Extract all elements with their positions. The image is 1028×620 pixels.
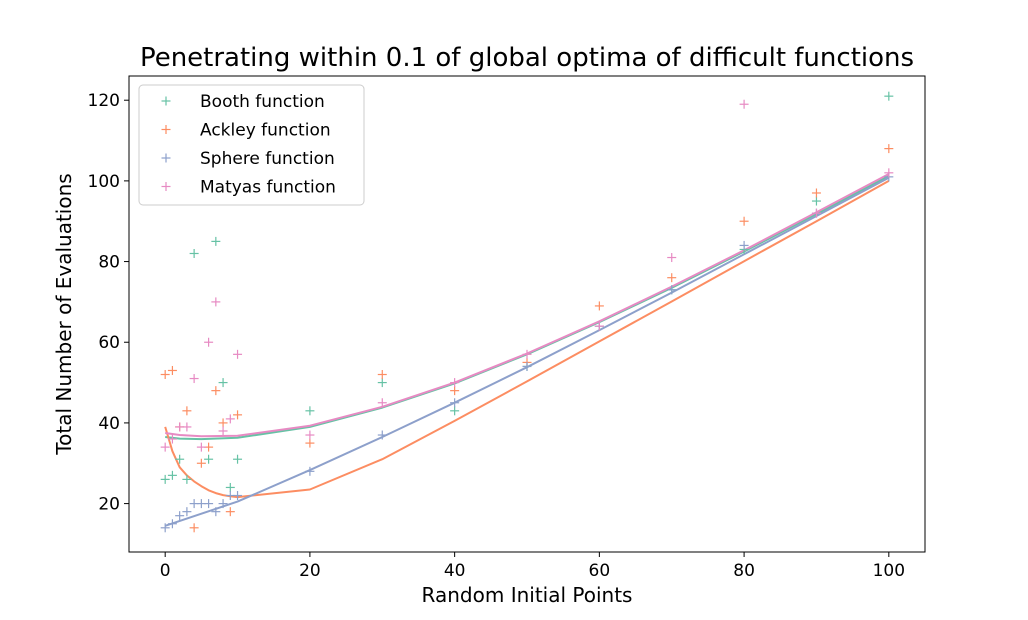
legend-label: Ackley function [200, 121, 331, 141]
x-axis-label: Random Initial Points [422, 583, 633, 607]
data-point [377, 430, 387, 440]
data-point [182, 422, 192, 432]
data-point [182, 507, 192, 517]
data-point [218, 426, 228, 436]
data-point [218, 499, 228, 509]
data-point [204, 454, 214, 464]
data-point [211, 236, 221, 246]
data-point [189, 523, 199, 533]
y-tick-label: 100 [88, 172, 120, 192]
data-point [167, 519, 177, 529]
data-point [211, 297, 221, 307]
data-point [739, 240, 749, 250]
data-point [811, 196, 821, 206]
data-point [218, 378, 228, 388]
data-point [160, 370, 170, 380]
series-fit-line [165, 173, 890, 438]
data-point [522, 349, 532, 359]
plot-area [128, 75, 926, 553]
data-point [450, 378, 460, 388]
data-point [175, 511, 185, 521]
data-point [811, 208, 821, 218]
data-point [160, 442, 170, 452]
data-point [522, 361, 532, 371]
data-point [167, 434, 177, 444]
legend-label: Sphere function [200, 149, 335, 169]
data-point [377, 378, 387, 388]
x-tick-label: 0 [160, 561, 171, 581]
data-point [594, 321, 604, 331]
chart-title: Penetrating within 0.1 of global optima … [140, 43, 914, 73]
data-point [225, 414, 235, 424]
legend-label: Booth function [200, 92, 325, 112]
data-point [667, 273, 677, 283]
data-point [204, 499, 214, 509]
data-point [175, 454, 185, 464]
legend-marker [161, 96, 171, 106]
y-tick-label: 120 [88, 91, 120, 111]
data-point [811, 188, 821, 198]
data-point [196, 458, 206, 468]
series-fit-line [164, 180, 890, 499]
data-point [160, 474, 170, 484]
data-point [884, 91, 894, 101]
data-point [233, 454, 243, 464]
data-point [884, 144, 894, 154]
data-point [196, 442, 206, 452]
data-point [377, 398, 387, 408]
y-tick-label: 40 [98, 414, 120, 434]
data-point [204, 337, 214, 347]
data-point [182, 406, 192, 416]
data-point [667, 285, 677, 295]
data-point [167, 365, 177, 375]
data-point [667, 253, 677, 263]
data-point [739, 216, 749, 226]
data-point [233, 410, 243, 420]
y-tick-label: 20 [98, 495, 120, 515]
x-tick-label: 80 [733, 561, 755, 581]
data-point [233, 349, 243, 359]
data-point [739, 99, 749, 109]
data-point [167, 470, 177, 480]
data-point [218, 418, 228, 428]
data-point [450, 398, 460, 408]
data-point [211, 386, 221, 396]
legend: Booth function Ackley function Sphere func… [138, 84, 365, 206]
data-point [884, 168, 894, 178]
data-point [189, 248, 199, 258]
data-point [160, 523, 170, 533]
legend-box [138, 84, 365, 206]
data-point [189, 374, 199, 384]
y-axis-label: Total Number of Evaluations [52, 173, 76, 455]
y-tick-label: 60 [98, 333, 120, 353]
data-point [305, 430, 315, 440]
x-tick-label: 100 [873, 561, 905, 581]
data-point [225, 482, 235, 492]
data-point [182, 474, 192, 484]
data-point [377, 370, 387, 380]
x-tick-label: 20 [299, 561, 321, 581]
data-point [305, 406, 315, 416]
data-point [225, 507, 235, 517]
data-point [305, 438, 315, 448]
axis-ticks: 0 20 40 60 80 100 20 40 60 80 100 120 [88, 91, 905, 581]
data-point [233, 491, 243, 501]
legend-label: Matyas function [200, 178, 336, 198]
legend-marker [161, 125, 171, 134]
x-tick-label: 60 [589, 561, 611, 581]
data-point [594, 301, 604, 311]
plot-frame [128, 75, 926, 553]
data-point [450, 406, 460, 416]
legend-marker [161, 153, 171, 163]
series-fit-line [165, 175, 890, 441]
data-point [450, 386, 460, 396]
x-tick-label: 40 [444, 561, 466, 581]
data-point [211, 507, 221, 517]
legend-marker [161, 182, 171, 191]
y-tick-label: 80 [98, 253, 120, 273]
data-point [305, 466, 315, 476]
